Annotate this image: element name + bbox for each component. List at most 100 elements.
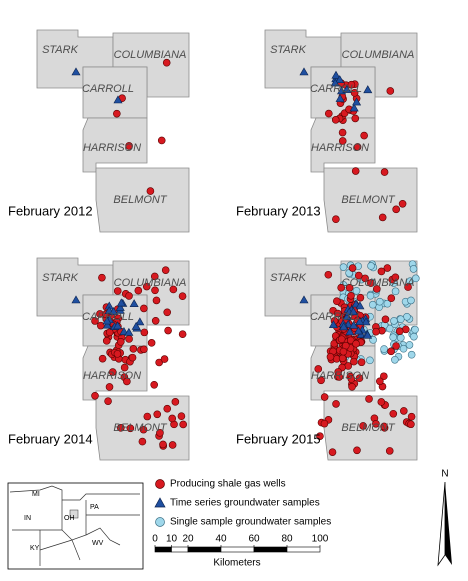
legend-label: Time series groundwater samples [170, 498, 320, 509]
well [128, 353, 137, 362]
well [348, 383, 356, 391]
well [102, 337, 111, 345]
county-name: CARROLL [310, 83, 362, 95]
well [359, 422, 367, 430]
single-sample [390, 317, 398, 325]
county-name: COLUMBIANA [342, 277, 415, 289]
well [357, 358, 366, 367]
well [104, 397, 112, 405]
well [98, 273, 106, 282]
well [120, 363, 129, 372]
scale-tick-label: 100 [312, 534, 329, 545]
well [351, 167, 360, 175]
county-name: STARK [42, 272, 79, 284]
well [404, 283, 412, 291]
scale-tick-label: 10 [166, 534, 178, 545]
single-sample [411, 325, 419, 334]
well [360, 131, 368, 140]
time-series-sample [342, 312, 352, 321]
well [352, 339, 360, 348]
well [377, 267, 386, 276]
well [345, 283, 354, 292]
well [108, 368, 117, 376]
time-series-sample [355, 317, 365, 326]
scale-segment [154, 546, 172, 553]
panel-label: February 2013 [236, 203, 321, 218]
well [380, 168, 389, 176]
well [347, 291, 355, 300]
county [323, 167, 418, 233]
single-sample [383, 299, 392, 308]
county-name: COLUMBIANA [342, 49, 415, 61]
time-series-sample [348, 307, 358, 316]
time-series-sample [349, 103, 359, 112]
single-sample [375, 297, 384, 306]
inset-borders [9, 485, 140, 566]
well [354, 271, 363, 280]
time-series-sample [113, 95, 123, 104]
time-series-sample [353, 326, 363, 335]
well [162, 58, 171, 67]
single-sample [385, 324, 394, 333]
time-series-sample [71, 295, 81, 304]
single-sample [409, 265, 418, 273]
time-series-sample [124, 327, 134, 336]
well [387, 294, 396, 303]
well [332, 215, 340, 224]
well [123, 377, 131, 386]
legend-well-marker [155, 479, 165, 489]
well [398, 199, 407, 208]
well [387, 347, 395, 356]
inset-study-area [69, 509, 79, 519]
county-name: BELMONT [341, 422, 395, 434]
legend-single-marker [155, 517, 165, 527]
scale-segment [171, 546, 189, 553]
county [95, 167, 190, 233]
inset-label: PA [90, 504, 99, 511]
well [380, 372, 388, 381]
scale-segment [253, 546, 288, 553]
single-sample [366, 356, 374, 365]
north-arrow-right [445, 482, 452, 565]
single-sample [380, 345, 388, 353]
well [353, 143, 362, 151]
well [98, 354, 107, 363]
county-name: CARROLL [82, 311, 134, 323]
time-series-sample [102, 320, 112, 329]
well [151, 316, 160, 325]
single-sample [389, 333, 397, 342]
well [156, 429, 164, 437]
legend-label: Producing shale gas wells [170, 479, 286, 490]
time-series-sample [361, 317, 371, 326]
time-series-sample [102, 316, 112, 325]
time-series-sample [131, 321, 141, 330]
well [163, 308, 172, 317]
well [383, 264, 392, 272]
well [324, 270, 333, 279]
well [391, 273, 400, 282]
scale-tick-label: 60 [248, 534, 260, 545]
well [125, 335, 133, 343]
inset-label: MI [32, 491, 40, 498]
map-panel: STARK COLUMBIANA CARROLL HARRISON BELMONT Feb… [236, 29, 418, 233]
well [348, 264, 357, 272]
panel-label: February 2015 [236, 431, 321, 446]
well [355, 374, 364, 382]
single-sample [391, 287, 400, 296]
well [377, 398, 386, 406]
well [117, 338, 125, 346]
well [134, 286, 143, 295]
time-series-sample [71, 67, 81, 76]
well [150, 272, 159, 281]
county-name: HARRISON [311, 142, 369, 154]
well [164, 326, 172, 335]
well [316, 432, 324, 440]
well [129, 345, 138, 353]
well [385, 447, 394, 455]
legend: Producing shale gas wells Time series gr… [154, 479, 331, 528]
well [392, 342, 400, 350]
well [147, 339, 156, 347]
scale-segment [220, 546, 255, 553]
single-sample [405, 341, 414, 349]
inset-label: IN [24, 515, 31, 522]
